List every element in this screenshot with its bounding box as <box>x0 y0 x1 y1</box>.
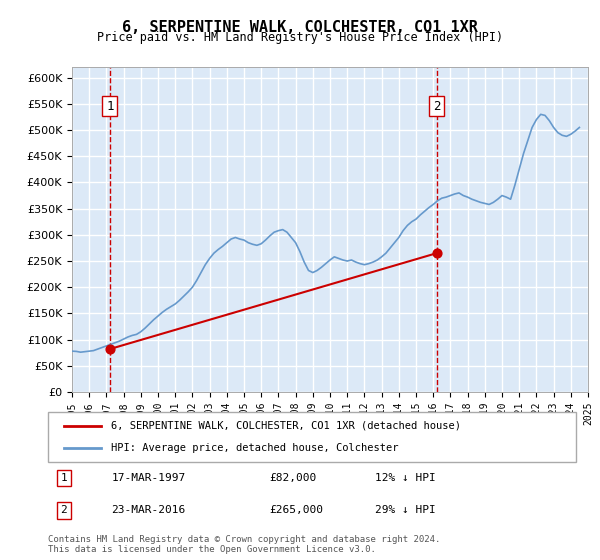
Text: Price paid vs. HM Land Registry's House Price Index (HPI): Price paid vs. HM Land Registry's House … <box>97 31 503 44</box>
Text: 12% ↓ HPI: 12% ↓ HPI <box>376 473 436 483</box>
Text: 1: 1 <box>106 100 113 113</box>
Text: 29% ↓ HPI: 29% ↓ HPI <box>376 505 436 515</box>
Text: HPI: Average price, detached house, Colchester: HPI: Average price, detached house, Colc… <box>112 443 399 453</box>
FancyBboxPatch shape <box>48 412 576 462</box>
Text: 23-MAR-2016: 23-MAR-2016 <box>112 505 185 515</box>
Text: 6, SERPENTINE WALK, COLCHESTER, CO1 1XR (detached house): 6, SERPENTINE WALK, COLCHESTER, CO1 1XR … <box>112 421 461 431</box>
Text: Contains HM Land Registry data © Crown copyright and database right 2024.
This d: Contains HM Land Registry data © Crown c… <box>48 535 440 554</box>
Point <box>432 249 442 258</box>
Text: 2: 2 <box>433 100 440 113</box>
Text: £82,000: £82,000 <box>270 473 317 483</box>
Text: 1: 1 <box>61 473 67 483</box>
Point <box>105 344 115 353</box>
Text: 17-MAR-1997: 17-MAR-1997 <box>112 473 185 483</box>
Text: £265,000: £265,000 <box>270 505 324 515</box>
Text: 6, SERPENTINE WALK, COLCHESTER, CO1 1XR: 6, SERPENTINE WALK, COLCHESTER, CO1 1XR <box>122 20 478 35</box>
Text: 2: 2 <box>61 505 67 515</box>
